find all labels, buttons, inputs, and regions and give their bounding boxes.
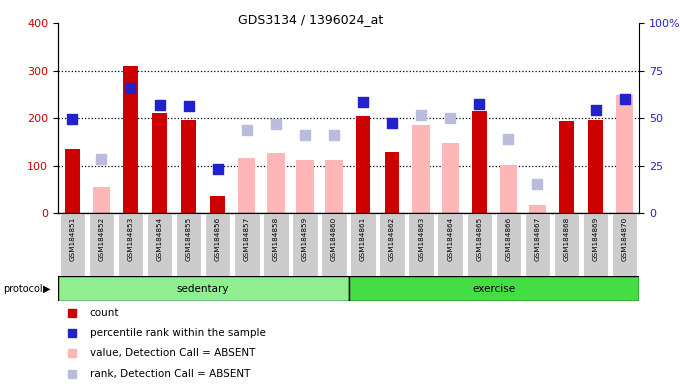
Point	[299, 132, 310, 138]
Bar	[147, 213, 172, 276]
Point	[125, 84, 136, 91]
Bar	[496, 213, 521, 276]
Bar	[325, 160, 343, 213]
Bar	[348, 276, 639, 301]
Bar	[385, 152, 399, 213]
Bar	[88, 213, 114, 276]
Bar	[65, 149, 80, 213]
Point	[445, 114, 456, 121]
Text: GSM184858: GSM184858	[273, 216, 279, 260]
Bar	[296, 160, 313, 213]
Bar	[234, 213, 260, 276]
Text: protocol: protocol	[3, 284, 43, 294]
Text: GSM184870: GSM184870	[622, 216, 628, 260]
Text: sedentary: sedentary	[177, 284, 229, 294]
Text: GSM184867: GSM184867	[534, 216, 541, 260]
Point	[328, 132, 339, 138]
Bar	[292, 213, 318, 276]
Text: GSM184861: GSM184861	[360, 216, 366, 260]
Text: GSM184856: GSM184856	[215, 216, 221, 260]
Point	[532, 180, 543, 187]
Point	[212, 166, 223, 172]
Bar	[554, 213, 579, 276]
Bar	[559, 121, 574, 213]
Bar	[321, 213, 347, 276]
Text: GSM184862: GSM184862	[389, 216, 395, 260]
Point	[358, 99, 369, 106]
Bar	[437, 213, 463, 276]
Point	[154, 102, 165, 108]
Bar	[441, 143, 459, 213]
Bar	[529, 205, 546, 213]
Text: GSM184857: GSM184857	[243, 216, 250, 260]
Bar	[616, 95, 633, 213]
Bar	[356, 116, 371, 213]
Text: GSM184852: GSM184852	[99, 216, 105, 260]
Bar	[379, 213, 405, 276]
Bar	[583, 213, 609, 276]
Text: GSM184865: GSM184865	[476, 216, 482, 260]
Bar	[500, 165, 517, 213]
Bar	[588, 120, 603, 213]
Point	[590, 106, 601, 113]
Bar	[525, 213, 550, 276]
Bar	[472, 111, 487, 213]
Text: value, Detection Call = ABSENT: value, Detection Call = ABSENT	[90, 348, 255, 358]
Point	[271, 121, 282, 127]
Text: ▶: ▶	[42, 284, 50, 294]
Bar	[238, 159, 256, 213]
Text: GSM184851: GSM184851	[69, 216, 75, 260]
Bar	[413, 125, 430, 213]
Bar	[612, 213, 637, 276]
Text: exercise: exercise	[473, 284, 515, 294]
Text: GSM184853: GSM184853	[127, 216, 133, 260]
Point	[183, 103, 194, 109]
Point	[619, 96, 630, 102]
Text: GSM184863: GSM184863	[418, 216, 424, 260]
Text: GSM184866: GSM184866	[505, 216, 511, 260]
Bar	[210, 195, 225, 213]
Bar	[466, 213, 492, 276]
Point	[67, 116, 78, 122]
Bar	[92, 187, 110, 213]
Bar	[409, 213, 434, 276]
Text: GSM184860: GSM184860	[331, 216, 337, 260]
Text: GSM184859: GSM184859	[302, 216, 308, 260]
Bar	[205, 213, 231, 276]
Bar	[123, 66, 138, 213]
Bar	[58, 276, 348, 301]
Text: GSM184868: GSM184868	[564, 216, 570, 260]
Text: GSM184855: GSM184855	[186, 216, 192, 260]
Point	[241, 127, 252, 133]
Bar	[350, 213, 376, 276]
Text: GSM184869: GSM184869	[592, 216, 598, 260]
Point	[387, 120, 398, 126]
Point	[415, 112, 426, 118]
Bar	[152, 113, 167, 213]
Point	[96, 156, 107, 162]
Text: count: count	[90, 308, 119, 318]
Text: GSM184864: GSM184864	[447, 216, 454, 260]
Bar	[182, 119, 196, 213]
Text: rank, Detection Call = ABSENT: rank, Detection Call = ABSENT	[90, 369, 250, 379]
Text: percentile rank within the sample: percentile rank within the sample	[90, 328, 266, 338]
Point	[474, 101, 485, 108]
Bar	[267, 153, 284, 213]
Point	[503, 136, 514, 142]
Bar	[118, 213, 143, 276]
Bar	[263, 213, 288, 276]
Bar	[60, 213, 85, 276]
Text: GDS3134 / 1396024_at: GDS3134 / 1396024_at	[238, 13, 384, 26]
Text: GSM184854: GSM184854	[156, 216, 163, 260]
Bar	[176, 213, 201, 276]
